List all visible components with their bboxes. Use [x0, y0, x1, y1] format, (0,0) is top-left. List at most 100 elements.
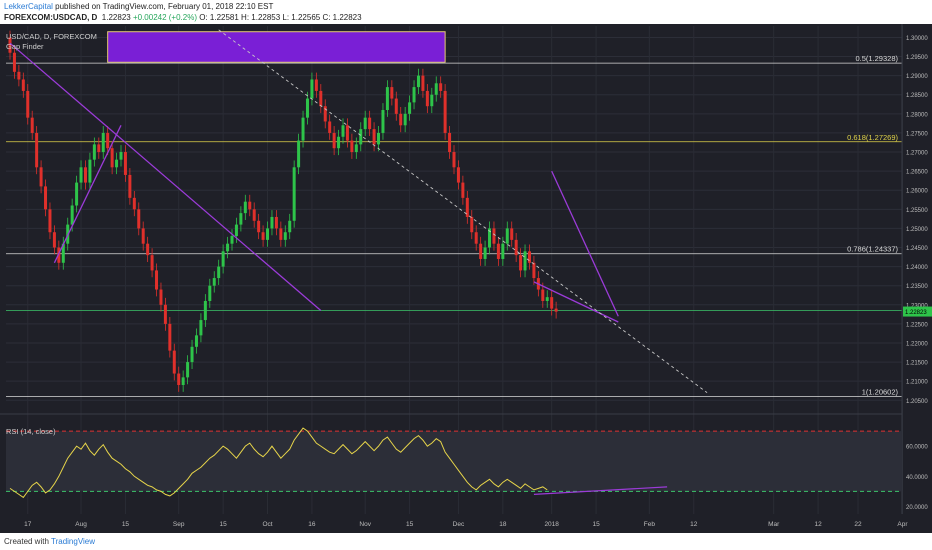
candle — [377, 132, 381, 145]
candle — [421, 75, 425, 91]
price-axis: 1.30000 1.29500 1.29000 1.28500 1.28000 1.275… — [901, 24, 932, 514]
candle — [323, 106, 327, 122]
price-tick-label: 1.21500 — [906, 361, 928, 367]
candle — [305, 98, 309, 118]
candle — [381, 110, 385, 133]
candle — [190, 346, 194, 363]
candle — [88, 159, 92, 183]
rsi-tick-label: 20.0000 — [906, 505, 928, 511]
price-change: +0.00242 (+0.2%) — [132, 13, 197, 22]
price-tick-label: 1.24000 — [906, 265, 928, 271]
candle — [279, 228, 283, 240]
publish-header: LekkerCapital published on TradingView.c… — [0, 0, 932, 24]
candle — [301, 117, 305, 141]
candle — [75, 182, 79, 206]
candle — [448, 132, 452, 153]
candle — [385, 87, 389, 111]
time-tick-label: Sep — [173, 521, 185, 528]
candle — [26, 90, 30, 118]
candle — [354, 144, 358, 153]
author-link[interactable]: LekkerCapital — [4, 2, 53, 11]
price-tick-label: 1.23000 — [906, 303, 928, 309]
candle — [465, 197, 469, 217]
candle — [128, 174, 132, 198]
candle — [501, 243, 505, 259]
candle — [474, 232, 478, 244]
price-tick-label: 1.29500 — [906, 55, 928, 61]
price-tick-label: 1.24500 — [906, 246, 928, 252]
candle — [83, 167, 87, 183]
rsi-panel: 60.0000 40.0000 20.0000 — [0, 413, 928, 511]
candle — [332, 132, 336, 149]
candle — [372, 129, 376, 145]
trendline — [533, 281, 619, 323]
trendlines — [9, 29, 708, 393]
price-tick-label: 1.26000 — [906, 189, 928, 195]
rsi-tick-label: 60.0000 — [906, 445, 928, 451]
time-tick-label: Aug — [75, 521, 87, 528]
rsi-divergence-line — [533, 486, 668, 495]
price-tick-label: 1.20500 — [906, 399, 928, 405]
candle — [181, 377, 185, 385]
current-price-label: 1.22823 — [905, 310, 927, 316]
candle — [252, 209, 256, 221]
time-tick-label: 22 — [854, 521, 862, 528]
candle — [266, 228, 270, 240]
price-tick-label: 1.27500 — [906, 131, 928, 137]
candle — [221, 251, 225, 267]
candle — [35, 132, 39, 168]
candle — [199, 320, 203, 336]
candle — [350, 140, 354, 153]
candle — [390, 87, 394, 99]
candle — [288, 220, 292, 233]
candle — [106, 132, 110, 149]
trendline — [551, 170, 619, 317]
rsi-title: RSI (14, close) — [6, 427, 56, 436]
tradingview-brand[interactable]: TradingView — [51, 537, 96, 546]
candle — [48, 209, 52, 233]
publish-date: published on TradingView.com, February 0… — [55, 2, 274, 11]
price-tick-label: 1.22000 — [906, 341, 928, 347]
candle — [341, 125, 345, 137]
candles — [8, 30, 558, 392]
gap-zone — [107, 31, 446, 63]
candle — [399, 113, 403, 126]
candle — [403, 113, 407, 126]
candle — [257, 220, 261, 233]
candle — [248, 201, 252, 210]
candle — [550, 297, 554, 309]
candle — [368, 117, 372, 130]
rsi-band — [6, 431, 902, 492]
candle — [434, 83, 438, 95]
last-price: 1.22823 — [101, 13, 131, 22]
time-tick-label: Apr — [897, 521, 908, 528]
candle — [412, 87, 416, 103]
candle — [297, 140, 301, 168]
price-tick-label: 1.25500 — [906, 208, 928, 214]
candle — [314, 79, 318, 91]
time-tick-label: 12 — [690, 521, 698, 528]
time-tick-label: Nov — [359, 521, 371, 528]
time-tick-label: 15 — [220, 521, 228, 528]
publish-info: LekkerCapital published on TradingView.c… — [4, 2, 273, 11]
time-tick-label: 18 — [499, 521, 507, 528]
fib-levels: 0.5(1.29328) 0.618(1.27269) 0.786(1.24337)… — [6, 54, 902, 397]
candle — [461, 182, 465, 198]
candle — [150, 255, 154, 271]
candle — [186, 362, 190, 378]
candle — [194, 335, 198, 347]
price-chart[interactable]: 0.5(1.29328) 0.618(1.27269) 0.786(1.24337)… — [0, 24, 932, 533]
time-tick-label: Feb — [644, 521, 656, 528]
candle — [208, 285, 212, 301]
candle — [274, 216, 278, 229]
created-with: Created with — [4, 537, 49, 546]
candle — [61, 243, 65, 263]
candle — [30, 117, 34, 133]
time-tick-label: 15 — [406, 521, 414, 528]
candle — [532, 262, 536, 279]
candle — [527, 251, 531, 263]
candle — [430, 94, 434, 107]
candle — [292, 167, 296, 221]
candle — [177, 373, 181, 385]
trendline — [9, 42, 322, 312]
